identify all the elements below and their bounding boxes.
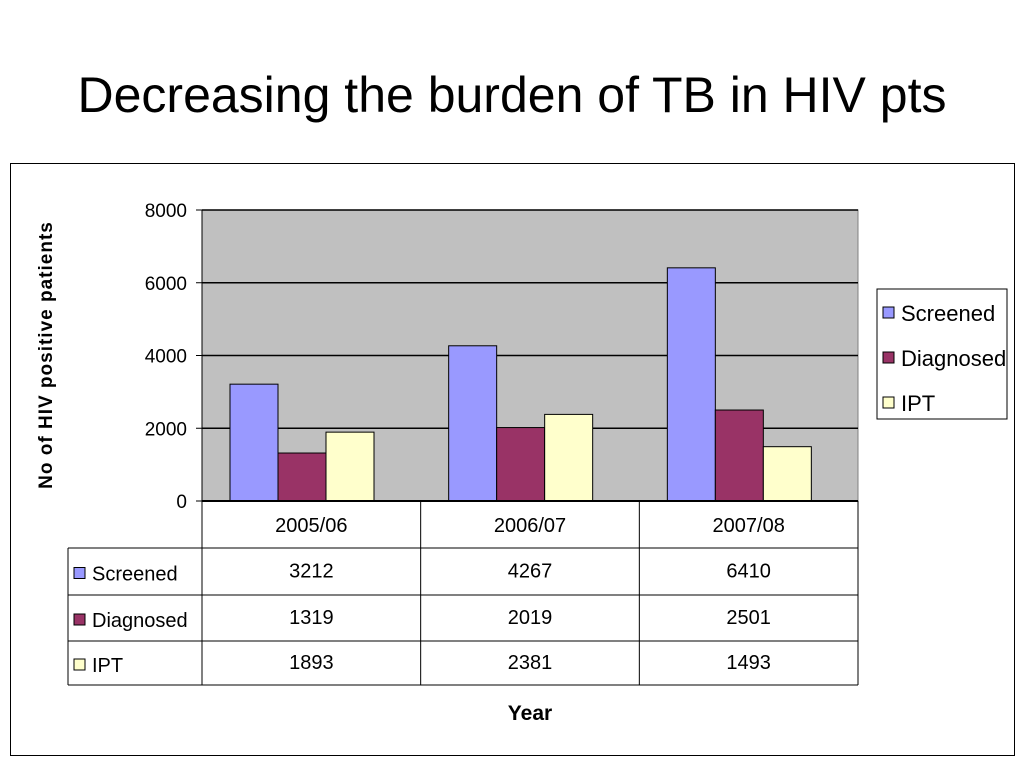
- legend-swatch-ipt: [882, 396, 895, 409]
- y-axis: 0 2000 4000 6000 8000: [145, 201, 858, 513]
- table-swatch-diagnosed: [73, 613, 86, 626]
- table-value: 6410: [726, 561, 771, 583]
- table-value: 3212: [289, 561, 334, 583]
- table-value: 2019: [508, 607, 553, 629]
- legend-label: Screened: [901, 301, 995, 326]
- table-value: 1893: [289, 652, 334, 674]
- table-value: 4267: [508, 561, 553, 583]
- legend-swatch-diagnosed: [882, 351, 895, 364]
- bar-screened-2: [666, 267, 716, 502]
- table-series-label: Screened: [92, 564, 178, 586]
- bar-ipt-1: [544, 413, 594, 502]
- table-swatch-ipt: [73, 658, 86, 671]
- y-axis-label: No of HIV positive patients: [36, 221, 57, 489]
- legend: Screened Diagnosed IPT: [876, 288, 1008, 420]
- table-value: 1319: [289, 607, 334, 629]
- table-swatch-screened: [73, 567, 86, 579]
- legend-swatch-screened: [882, 306, 895, 319]
- y-tick-label: 8000: [145, 201, 187, 222]
- y-tick-label: 2000: [145, 419, 187, 440]
- table-series-label: IPT: [92, 655, 123, 677]
- bar-diagnosed-0: [277, 452, 327, 502]
- slide-title: Decreasing the burden of TB in HIV pts: [77, 67, 947, 123]
- bar-ipt-0: [325, 431, 375, 502]
- y-tick-label: 6000: [145, 274, 187, 295]
- bar-diagnosed-1: [496, 427, 546, 502]
- y-tick-label: 0: [176, 492, 187, 513]
- category-label: 2005/06: [275, 515, 347, 537]
- x-axis-label: Year: [508, 702, 552, 725]
- category-label: 2007/08: [713, 515, 785, 537]
- chart-frame: 0 2000 4000 6000 8000 2005/06 2006/07 2007/08 S…: [10, 163, 1015, 756]
- legend-label: IPT: [901, 391, 935, 416]
- table-value: 1493: [726, 652, 771, 674]
- bar-screened-1: [448, 345, 498, 502]
- table-value: 2501: [726, 607, 771, 629]
- bar-group: [229, 267, 812, 502]
- data-table: 2005/06 2006/07 2007/08 Screened 3212 4267 641…: [67, 501, 859, 686]
- bar-ipt-2: [762, 446, 812, 502]
- legend-label: Diagnosed: [901, 346, 1006, 371]
- bar-diagnosed-2: [714, 409, 764, 502]
- y-tick-label: 4000: [145, 347, 187, 368]
- category-label: 2006/07: [494, 515, 566, 537]
- chart-svg: 0 2000 4000 6000 8000 2005/06 2006/07 2007/08 S…: [36, 201, 1008, 725]
- legend-box: [876, 288, 1008, 420]
- table-series-label: Diagnosed: [92, 610, 188, 632]
- table-value: 2381: [508, 652, 553, 674]
- bar-screened-0: [229, 383, 279, 502]
